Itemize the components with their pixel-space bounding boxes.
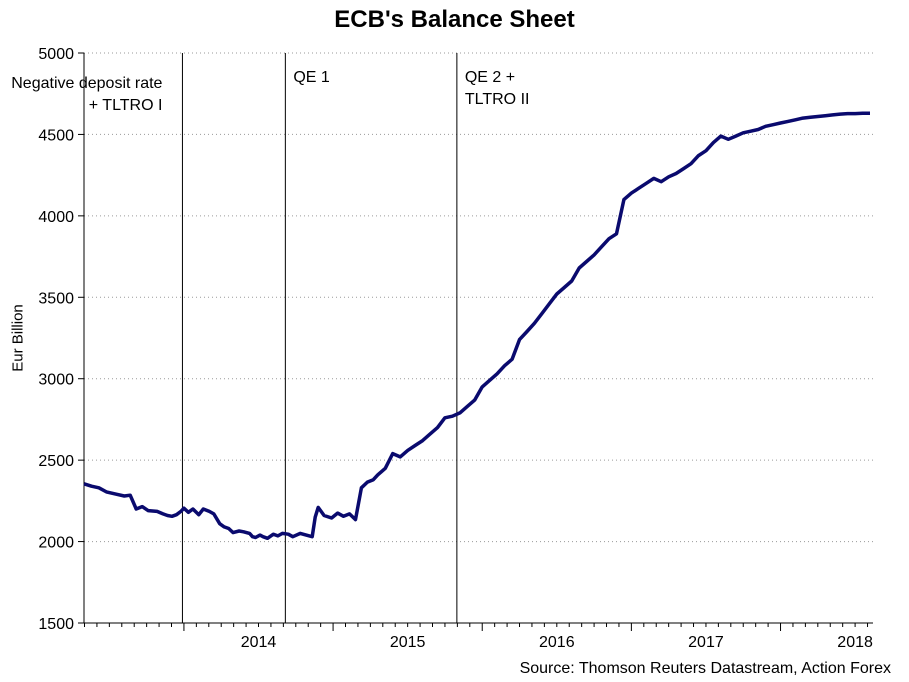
x-tick-label: 2015	[390, 634, 426, 651]
event-lines	[181, 53, 458, 623]
axes	[78, 52, 873, 631]
annotation-qe2: QE 2 + TLTRO II	[465, 67, 530, 111]
x-tick-label: 2017	[688, 634, 724, 651]
annotation-line: Negative deposit rate	[11, 75, 163, 92]
source-note: Source: Thomson Reuters Datastream, Acti…	[519, 660, 891, 677]
annotation-qe1: QE 1	[293, 67, 329, 89]
x-tick-label: 2016	[539, 634, 575, 651]
y-tick-label: 2000	[38, 535, 74, 552]
y-tick-label: 3500	[38, 290, 74, 307]
gridlines	[84, 52, 873, 543]
tick-labels: 1500 2000 2500 3000 3500 4000 4500 5000 2014 2015…	[38, 46, 873, 651]
y-tick-label: 2500	[38, 453, 74, 470]
annotation-line: TLTRO II	[464, 91, 530, 108]
x-tick-label: 2014	[241, 634, 277, 651]
balance-sheet-line	[83, 111, 870, 541]
y-tick-label: 3000	[38, 372, 74, 389]
y-tick-label: 1500	[38, 616, 74, 633]
y-tick-label: 4500	[38, 127, 74, 144]
y-tick-label: 5000	[38, 46, 74, 63]
y-axis-label: Eur Billion	[9, 304, 27, 372]
chart-title: ECB's Balance Sheet	[334, 6, 575, 33]
annotation-line: + TLTRO I	[88, 97, 163, 114]
x-tick-label: 2018	[837, 634, 873, 651]
annotation-line: QE 2 +	[464, 69, 516, 86]
annotation-line: QE 1	[293, 69, 330, 86]
annotation-negative-rate: Negative deposit rate + TLTRO I	[11, 73, 162, 117]
y-tick-label: 4000	[38, 209, 74, 226]
